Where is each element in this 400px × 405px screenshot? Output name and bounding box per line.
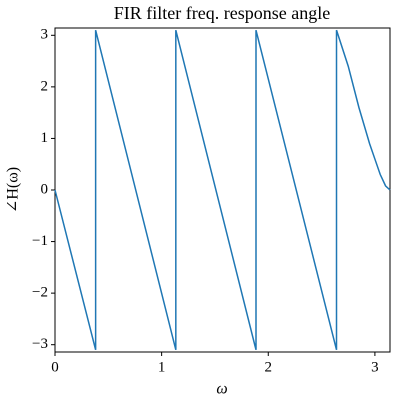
x-tick-label: 2 (265, 359, 273, 375)
x-axis-label: ω (216, 381, 227, 398)
x-tick-label: 1 (158, 359, 166, 375)
y-tick-label: −2 (32, 285, 48, 301)
line-series (54, 29, 391, 351)
y-axis-label: ∠H(ω) (5, 167, 22, 213)
y-tick-label: 1 (41, 130, 49, 146)
y-tick-label: −3 (32, 336, 48, 352)
y-tick-label: 2 (41, 78, 49, 94)
chart-title: FIR filter freq. response angle (114, 3, 330, 23)
y-tick-label: 0 (41, 181, 49, 197)
y-tick-label: 3 (41, 27, 49, 43)
x-tick-label: 0 (51, 359, 59, 375)
x-tick-label: 3 (371, 359, 379, 375)
plot-frame (54, 27, 391, 353)
y-tick-label: −1 (32, 233, 48, 249)
